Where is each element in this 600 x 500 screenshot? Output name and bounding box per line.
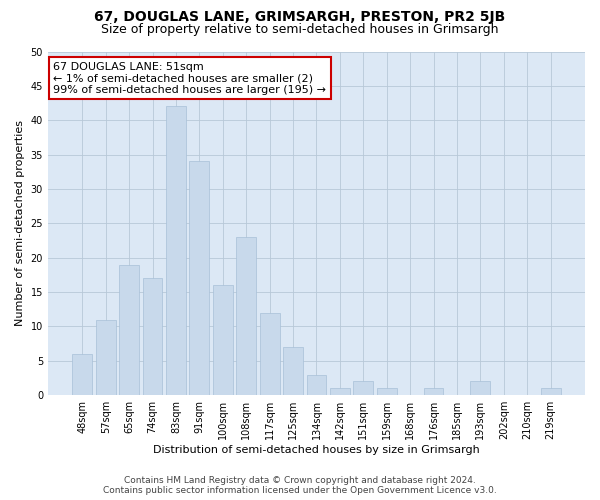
Bar xyxy=(377,388,397,395)
Bar xyxy=(190,162,209,395)
Y-axis label: Number of semi-detached properties: Number of semi-detached properties xyxy=(15,120,25,326)
Bar xyxy=(541,388,560,395)
Bar xyxy=(143,278,163,395)
X-axis label: Distribution of semi-detached houses by size in Grimsargh: Distribution of semi-detached houses by … xyxy=(153,445,480,455)
Bar xyxy=(166,106,186,395)
Bar xyxy=(96,320,116,395)
Bar xyxy=(353,382,373,395)
Bar xyxy=(307,374,326,395)
Text: Contains HM Land Registry data © Crown copyright and database right 2024.
Contai: Contains HM Land Registry data © Crown c… xyxy=(103,476,497,495)
Bar xyxy=(283,347,303,395)
Bar xyxy=(236,237,256,395)
Text: 67 DOUGLAS LANE: 51sqm
← 1% of semi-detached houses are smaller (2)
99% of semi-: 67 DOUGLAS LANE: 51sqm ← 1% of semi-deta… xyxy=(53,62,326,95)
Bar xyxy=(73,354,92,395)
Bar xyxy=(213,285,233,395)
Bar xyxy=(470,382,490,395)
Text: 67, DOUGLAS LANE, GRIMSARGH, PRESTON, PR2 5JB: 67, DOUGLAS LANE, GRIMSARGH, PRESTON, PR… xyxy=(94,10,506,24)
Text: Size of property relative to semi-detached houses in Grimsargh: Size of property relative to semi-detach… xyxy=(101,22,499,36)
Bar xyxy=(330,388,350,395)
Bar xyxy=(424,388,443,395)
Bar xyxy=(260,312,280,395)
Bar xyxy=(119,264,139,395)
